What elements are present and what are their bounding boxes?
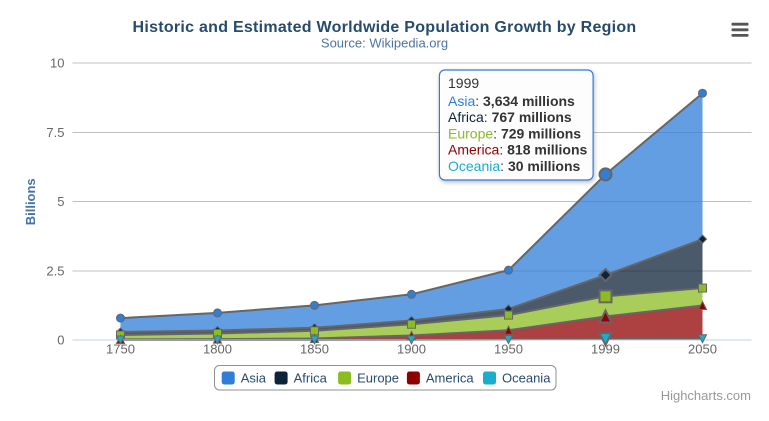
- svg-text:1999: 1999: [591, 342, 620, 357]
- svg-text:Highcharts.com: Highcharts.com: [661, 388, 751, 403]
- svg-text:Source: Wikipedia.org: Source: Wikipedia.org: [321, 36, 448, 51]
- svg-text:Asia: Asia: [241, 371, 267, 386]
- svg-text:Asia: 3,634 millions: Asia: 3,634 millions: [448, 93, 575, 109]
- svg-text:1999: 1999: [448, 75, 479, 91]
- svg-text:1800: 1800: [203, 342, 232, 357]
- svg-text:Historic and Estimated Worldwi: Historic and Estimated Worldwide Populat…: [133, 19, 637, 36]
- svg-text:1850: 1850: [300, 342, 329, 357]
- svg-text:5: 5: [57, 194, 64, 209]
- svg-text:2.5: 2.5: [46, 263, 64, 278]
- svg-text:7.5: 7.5: [46, 125, 64, 140]
- svg-text:1750: 1750: [106, 342, 135, 357]
- svg-text:0: 0: [57, 333, 64, 348]
- svg-text:1950: 1950: [494, 342, 523, 357]
- svg-text:1900: 1900: [397, 342, 426, 357]
- svg-text:Africa: 767 millions: Africa: 767 millions: [448, 109, 572, 125]
- svg-text:Oceania: 30 millions: Oceania: 30 millions: [448, 158, 581, 174]
- svg-text:Europe: 729 millions: Europe: 729 millions: [448, 125, 581, 141]
- svg-text:Africa: Africa: [294, 371, 328, 386]
- svg-text:Oceania: Oceania: [502, 371, 551, 386]
- svg-text:America: 818 millions: America: 818 millions: [448, 142, 587, 158]
- svg-text:America: America: [426, 371, 474, 386]
- svg-text:2050: 2050: [688, 342, 717, 357]
- svg-text:Europe: Europe: [357, 371, 399, 386]
- svg-text:10: 10: [50, 56, 64, 71]
- svg-text:Billions: Billions: [23, 178, 38, 225]
